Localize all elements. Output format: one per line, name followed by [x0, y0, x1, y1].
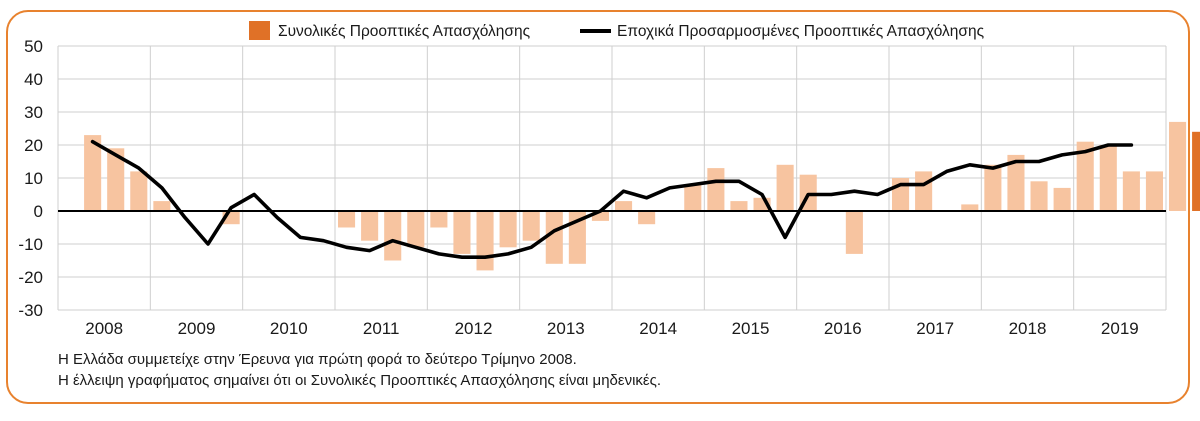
x-tick-label: 2008	[85, 319, 123, 338]
bar	[522, 211, 540, 241]
y-tick-label: -30	[18, 301, 43, 320]
bar	[915, 171, 933, 211]
bar	[430, 211, 448, 228]
x-tick-label: 2011	[363, 319, 400, 338]
bar-series	[84, 121, 1200, 271]
y-tick-label: -10	[18, 235, 43, 254]
bar	[545, 211, 563, 264]
chart-notes: Η Ελλάδα συμμετείχε στην Έρευνα για πρώτ…	[58, 349, 661, 391]
bar	[1145, 171, 1163, 211]
bar	[407, 211, 425, 248]
bar	[1122, 171, 1140, 211]
bar	[107, 148, 125, 211]
y-axis: -30 -20 -10 0 10 20 30 40 50	[18, 37, 43, 320]
bar	[684, 184, 702, 211]
employment-outlook-chart: -30 -20 -10 0 10 20 30 40 50 2008 2009 2010 2011 201…	[18, 21, 1200, 338]
y-tick-label: -20	[18, 268, 43, 287]
legend-bar-swatch	[249, 21, 270, 40]
bar	[1053, 187, 1071, 211]
bar	[615, 201, 633, 211]
seasonally-adjusted-line	[90, 139, 1134, 260]
bar	[1099, 145, 1117, 211]
y-tick-label: 40	[24, 70, 43, 89]
bar	[1169, 121, 1187, 211]
legend-line-label: Εποχικά Προσαρμοσμένες Προοπτικές Απασχό…	[617, 23, 984, 40]
x-tick-label: 2014	[639, 319, 677, 338]
bar	[1007, 154, 1025, 211]
bar	[845, 211, 863, 254]
bar	[1192, 131, 1200, 211]
x-tick-label: 2013	[547, 319, 585, 338]
y-tick-label: 30	[24, 103, 43, 122]
note-first-participation: Η Ελλάδα συμμετείχε στην Έρευνα για πρώτ…	[58, 351, 577, 368]
bar	[638, 211, 656, 225]
x-tick-label: 2015	[732, 319, 770, 338]
x-tick-label: 2010	[270, 319, 308, 338]
chart-frame	[6, 10, 1190, 404]
x-tick-label: 2019	[1101, 319, 1139, 338]
bar	[984, 164, 1002, 211]
y-tick-label: 10	[24, 169, 43, 188]
x-tick-label: 2009	[178, 319, 216, 338]
legend-bar-label: Συνολικές Προοπτικές Απασχόλησης	[278, 23, 530, 40]
bar	[84, 135, 102, 211]
bar	[1030, 181, 1048, 211]
bar	[476, 211, 494, 271]
bar	[130, 171, 148, 211]
y-tick-label: 0	[34, 202, 43, 221]
x-tick-label: 2016	[824, 319, 862, 338]
y-tick-label: 50	[24, 37, 43, 56]
bar	[1076, 141, 1094, 211]
legend: Συνολικές Προοπτικές Απασχόλησης Εποχικά…	[249, 21, 984, 40]
bar	[361, 211, 379, 241]
x-tick-label: 2012	[455, 319, 493, 338]
bar	[730, 201, 748, 211]
x-tick-label: 2018	[1009, 319, 1047, 338]
bar	[961, 204, 979, 211]
x-axis: 2008 2009 2010 2011 2012 2013 2014 2015 2016 2017…	[85, 319, 1138, 338]
bar	[338, 211, 356, 228]
bar	[707, 168, 725, 211]
bar	[776, 164, 794, 211]
bar	[591, 211, 609, 221]
bar	[453, 211, 471, 254]
x-tick-label: 2017	[916, 319, 954, 338]
bar	[499, 211, 517, 248]
bar	[384, 211, 402, 261]
note-missing-bars: Η έλλειψη γραφήματος σημαίνει ότι οι Συν…	[58, 372, 661, 389]
bar	[153, 201, 171, 211]
y-tick-label: 20	[24, 136, 43, 155]
